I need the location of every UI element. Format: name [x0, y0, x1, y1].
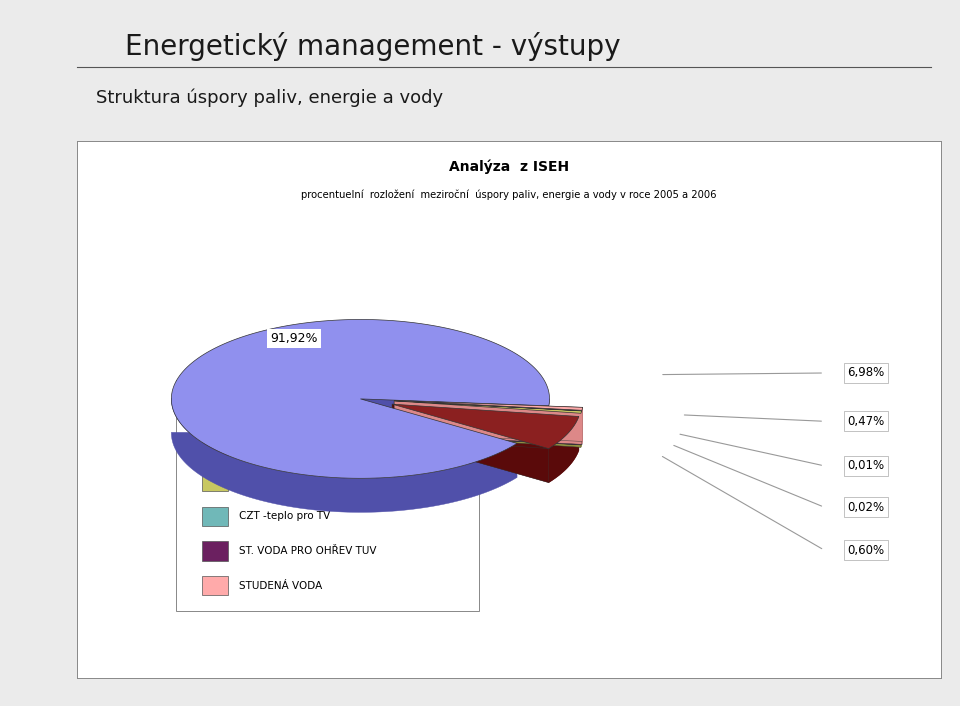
- Text: Energetický management - výstupy: Energetický management - výstupy: [125, 32, 620, 61]
- Text: Analýza  z ISEH: Analýza z ISEH: [448, 160, 569, 174]
- Text: 91,92%: 91,92%: [271, 332, 318, 345]
- Text: STUDENÁ VODA: STUDENÁ VODA: [239, 580, 323, 590]
- Polygon shape: [395, 401, 582, 445]
- Bar: [202, 542, 228, 561]
- Polygon shape: [171, 320, 549, 478]
- Polygon shape: [395, 400, 582, 444]
- Polygon shape: [171, 398, 549, 513]
- Polygon shape: [395, 401, 582, 445]
- Polygon shape: [549, 417, 579, 483]
- Text: ELEKTŘINA: ELEKTŘINA: [239, 407, 296, 417]
- Polygon shape: [395, 401, 581, 448]
- Polygon shape: [549, 417, 579, 483]
- Text: Struktura úspory paliv, energie a vody: Struktura úspory paliv, energie a vody: [96, 88, 444, 107]
- Polygon shape: [395, 400, 582, 444]
- Text: 0,02%: 0,02%: [848, 501, 885, 514]
- Polygon shape: [392, 404, 549, 483]
- Polygon shape: [392, 404, 579, 448]
- Polygon shape: [392, 404, 549, 483]
- Text: CZT -teplo pro TV: CZT -teplo pro TV: [239, 511, 330, 521]
- Text: 0,47%: 0,47%: [848, 415, 885, 428]
- Polygon shape: [360, 399, 517, 477]
- Bar: [202, 576, 228, 595]
- Polygon shape: [395, 401, 582, 445]
- Bar: [202, 437, 228, 457]
- Bar: [202, 472, 228, 491]
- Polygon shape: [395, 401, 582, 413]
- Polygon shape: [395, 401, 582, 445]
- Polygon shape: [395, 401, 582, 445]
- Polygon shape: [395, 401, 582, 445]
- Polygon shape: [395, 400, 583, 410]
- Text: CZT- teplo pro ÚT: CZT- teplo pro ÚT: [239, 476, 330, 488]
- Polygon shape: [395, 401, 582, 445]
- Polygon shape: [395, 400, 583, 441]
- Polygon shape: [395, 400, 583, 441]
- Text: 0,01%: 0,01%: [848, 460, 885, 472]
- Text: ST. VODA PRO OHŘEV TUV: ST. VODA PRO OHŘEV TUV: [239, 546, 376, 556]
- Polygon shape: [395, 401, 582, 445]
- Polygon shape: [360, 399, 549, 440]
- Text: 0,60%: 0,60%: [848, 544, 885, 556]
- Polygon shape: [392, 404, 579, 450]
- Text: procentuelní  rozložení  meziroční  úspory paliv, energie a vody v roce 2005 a 2: procentuelní rozložení meziroční úspory …: [301, 189, 716, 200]
- Text: 6,98%: 6,98%: [848, 366, 885, 380]
- Text: PLYN: PLYN: [239, 442, 264, 452]
- Polygon shape: [395, 401, 581, 448]
- Polygon shape: [395, 401, 582, 411]
- Polygon shape: [395, 401, 582, 411]
- Polygon shape: [395, 401, 582, 445]
- FancyBboxPatch shape: [176, 380, 479, 611]
- Bar: [202, 506, 228, 526]
- Bar: [202, 402, 228, 421]
- Polygon shape: [395, 401, 582, 445]
- Polygon shape: [392, 404, 579, 450]
